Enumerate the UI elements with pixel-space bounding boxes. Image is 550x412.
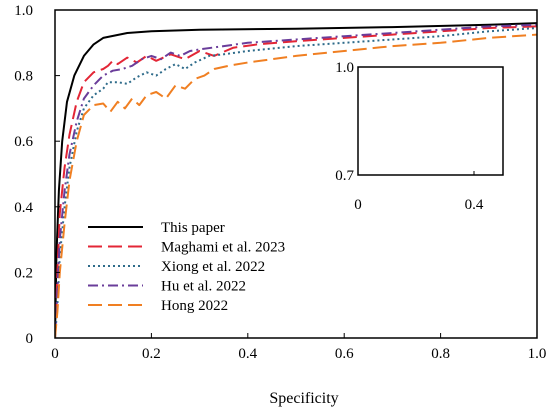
plot-frame [54, 9, 538, 339]
inset-y-tick-label: 0.7 [335, 168, 354, 184]
y-tick-label: 0 [26, 331, 34, 347]
series-line-1 [55, 25, 537, 338]
x-tick-label: 0 [51, 346, 59, 362]
x-axis-ticks: 0 0.2 0.4 0.6 0.8 1.0 [51, 333, 546, 362]
x-axis-label: Specificity [269, 390, 338, 407]
legend-label-1: Maghami et al. 2023 [161, 240, 285, 256]
inset-y-tick-label: 1.0 [335, 60, 354, 76]
series-line-4 [55, 33, 537, 338]
y-tick-label: 0.6 [14, 134, 33, 150]
x-tick-label: 0.6 [335, 346, 354, 362]
legend-label-3: Hu et al. 2022 [161, 279, 246, 295]
series-line-3 [55, 23, 537, 338]
inset-plot: 0 0.4 0.71.0 [335, 60, 504, 213]
inset-frame [357, 66, 504, 176]
legend: This paper Maghami et al. 2023 Xiong et al… [88, 220, 285, 314]
x-tick-label: 0.4 [238, 346, 257, 362]
inset-x-ticks: 0 0.4 [354, 171, 484, 213]
x-tick-label: 0.8 [431, 346, 450, 362]
legend-label-4: Hong 2022 [161, 298, 228, 314]
inset-x-tick-label: 0 [354, 197, 362, 213]
x-tick-label: 1.0 [528, 346, 547, 362]
y-axis-ticks: 0 0.2 0.4 0.6 0.8 1.0 [14, 3, 60, 347]
series-line-0 [55, 22, 537, 338]
legend-label-0: This paper [161, 220, 225, 236]
y-tick-label: 1.0 [14, 3, 33, 19]
y-tick-label: 0.2 [14, 265, 33, 281]
plot-area: 0 0.2 0.4 0.6 0.8 1.0 0 0.2 0.4 0.6 0.8 1.0 [14, 3, 546, 362]
inset-y-ticks: 0.7 1.0 [335, 60, 362, 184]
series-line-2 [55, 27, 537, 338]
y-tick-label: 0.8 [14, 69, 33, 85]
y-tick-label: 0.4 [14, 200, 33, 216]
x-tick-label: 0.2 [142, 346, 161, 362]
inset-x-tick-label: 0.4 [465, 197, 484, 213]
legend-label-2: Xiong et al. 2022 [161, 259, 265, 275]
series-layer [55, 22, 537, 338]
